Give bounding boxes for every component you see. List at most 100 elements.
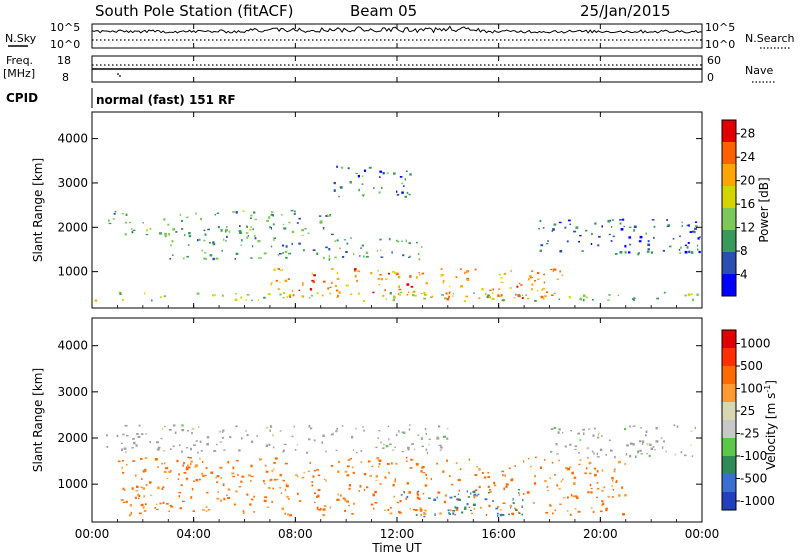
scatter-cell xyxy=(240,296,243,299)
scatter-cell xyxy=(239,231,243,234)
scatter-cell xyxy=(131,487,134,490)
scatter-cell xyxy=(687,242,690,244)
scatter-cell xyxy=(144,468,147,471)
scatter-cell xyxy=(453,495,457,498)
scatter-cell xyxy=(207,509,210,511)
scatter-cell xyxy=(330,465,334,467)
colorbar-segment xyxy=(722,274,736,297)
scatter-cell xyxy=(448,295,450,299)
scatter-cell xyxy=(645,430,648,433)
scatter-cell xyxy=(395,463,398,465)
scatter-cell xyxy=(328,248,331,251)
scatter-cell xyxy=(164,425,166,428)
scatter-cell xyxy=(157,446,161,449)
scatter-cell xyxy=(357,174,360,178)
scatter-cell xyxy=(227,496,231,499)
scatter-cell xyxy=(436,436,439,439)
scatter-cell xyxy=(264,464,267,467)
scatter-cell xyxy=(337,294,339,298)
scatter-cell xyxy=(556,278,559,280)
scatter-cell xyxy=(557,431,560,434)
scatter-cell xyxy=(360,450,363,452)
scatter-cell xyxy=(690,430,693,433)
scatter-cell xyxy=(131,228,133,230)
scatter-cell xyxy=(170,244,172,247)
scatter-cell xyxy=(302,283,304,286)
scatter-cell xyxy=(415,463,419,466)
scatter-cell xyxy=(307,232,310,234)
scatter-cell xyxy=(679,235,681,238)
scatter-cell xyxy=(508,513,510,516)
scatter-cell xyxy=(608,439,611,441)
scatter-cell xyxy=(691,298,695,302)
scatter-cell xyxy=(346,242,349,245)
scatter-cell xyxy=(398,288,402,291)
scatter-cell xyxy=(171,254,174,256)
scatter-cell xyxy=(187,464,189,467)
scatter-cell xyxy=(246,236,249,239)
scatter-cell xyxy=(253,211,256,214)
scatter-cell xyxy=(439,512,442,515)
scatter-cell xyxy=(423,515,426,518)
scatter-cell xyxy=(408,193,411,196)
scatter-cell xyxy=(247,235,249,237)
scatter-cell xyxy=(331,268,334,270)
scatter-cell xyxy=(287,278,290,280)
scatter-cell xyxy=(118,291,122,294)
scatter-cell xyxy=(148,481,152,484)
scatter-cell xyxy=(527,457,530,460)
scatter-cell xyxy=(545,512,549,514)
scatter-cell xyxy=(372,291,375,294)
scatter-cell xyxy=(665,450,667,453)
scatter-cell xyxy=(510,269,512,272)
scatter-cell xyxy=(440,268,443,270)
scatter-cell xyxy=(493,481,496,485)
scatter-cell xyxy=(259,257,263,259)
scatter-cell xyxy=(454,513,457,516)
scatter-cell xyxy=(216,475,220,478)
date-label: 25/Jan/2015 xyxy=(580,2,671,20)
scatter-cell xyxy=(575,226,579,229)
scatter-cell xyxy=(205,506,208,508)
scatter-cell xyxy=(308,425,311,428)
scatter-cell xyxy=(446,427,449,430)
scatter-cell xyxy=(628,251,631,254)
scatter-cell xyxy=(313,469,316,472)
scatter-cell xyxy=(538,227,540,230)
power-panel: 1000 2000 3000 4000 Slant Range [km] 4 8 12 16… xyxy=(31,111,771,309)
scatter-cell xyxy=(185,447,189,449)
scatter-cell xyxy=(612,480,614,482)
scatter-cell xyxy=(291,435,294,438)
scatter-cell xyxy=(339,247,341,249)
scatter-cell xyxy=(384,289,386,292)
scatter-cell xyxy=(279,281,281,283)
scatter-cell xyxy=(632,298,634,300)
scatter-cell xyxy=(298,500,302,502)
scatter-cell xyxy=(120,442,123,444)
scatter-cell xyxy=(601,500,604,503)
scatter-cell xyxy=(551,230,554,233)
scatter-cell xyxy=(601,469,604,472)
colorbar-segment xyxy=(722,208,736,231)
scatter-cell xyxy=(589,472,592,475)
scatter-cell xyxy=(526,491,530,494)
scatter-cell xyxy=(117,460,121,463)
scatter-cell xyxy=(182,500,185,502)
scatter-cell xyxy=(136,485,139,488)
scatter-cell xyxy=(566,240,569,243)
scatter-cell xyxy=(389,507,392,509)
scatter-cell xyxy=(559,250,563,253)
scatter-cell xyxy=(342,498,345,500)
scatter-cell xyxy=(164,233,167,236)
scatter-cell xyxy=(399,291,403,294)
scatter-cell xyxy=(597,434,600,436)
scatter-cell xyxy=(458,498,461,501)
scatter-cell xyxy=(135,444,138,447)
scatter-cell xyxy=(329,506,332,509)
scatter-cell xyxy=(558,459,560,462)
scatter-cell xyxy=(556,453,559,455)
scatter-cell xyxy=(349,458,352,460)
scatter-cell xyxy=(596,496,598,498)
scatter-cell xyxy=(352,449,355,451)
scatter-cell xyxy=(212,241,215,244)
